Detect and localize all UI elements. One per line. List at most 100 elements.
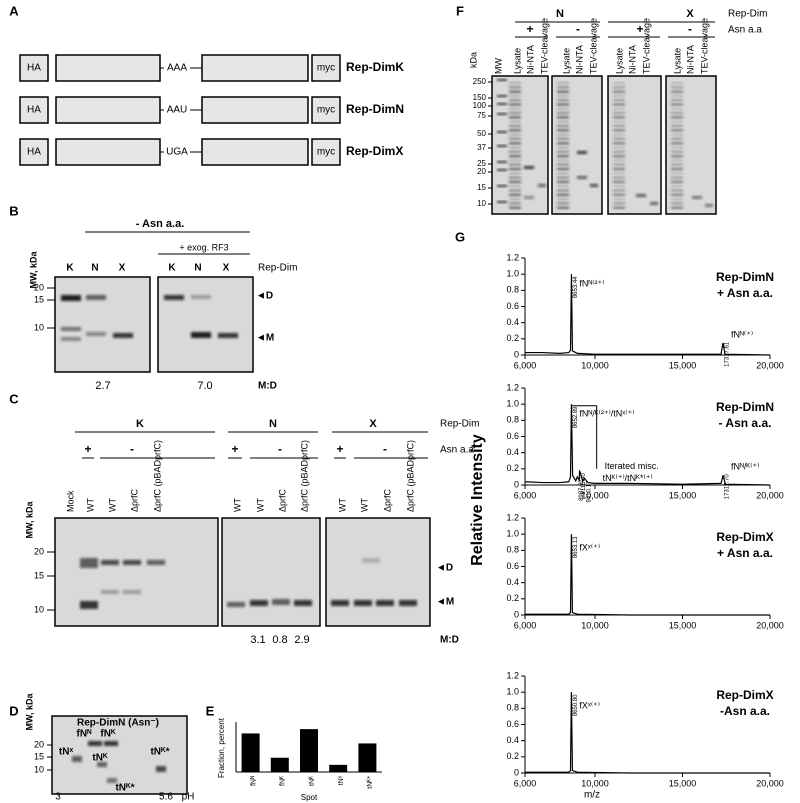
label: - Asn a.a.: [136, 218, 185, 230]
x-tick-label: 6,000: [514, 778, 537, 788]
gel-band: [671, 107, 683, 110]
gel-band: [164, 295, 184, 300]
panel-label: B: [9, 203, 18, 218]
spectrum-title: Rep-DimN: [716, 270, 774, 284]
gel-band: [376, 600, 394, 606]
peak-label: 8650.80: [573, 694, 579, 716]
y-tick-label: 0: [514, 479, 519, 489]
gel-band: [671, 133, 683, 136]
gel-band: [497, 113, 507, 115]
gel-band: [557, 137, 569, 140]
spot-label: fNᴺ: [77, 729, 93, 740]
gel-band: [671, 163, 683, 166]
lane-label: Ni-NTA: [627, 45, 637, 74]
label: 10: [34, 322, 44, 332]
gel-band: [557, 99, 569, 102]
gel-band: [557, 202, 569, 205]
label: Rep-Dim: [728, 9, 767, 20]
gel-band: [557, 180, 569, 183]
gel-band: [613, 112, 625, 115]
label: +: [336, 442, 343, 456]
gel-band: [671, 168, 683, 170]
y-tick-label: 0: [514, 609, 519, 619]
peak-label: 8653.13: [573, 536, 579, 558]
gel-band: [509, 202, 521, 205]
gel-band: [509, 193, 521, 196]
gel-band: [557, 94, 569, 97]
gel-band: [671, 185, 683, 188]
gel-band: [113, 333, 133, 338]
panel-label: E: [206, 703, 215, 718]
gel-band: [613, 202, 625, 205]
gel-band: [671, 94, 683, 97]
gene-box: [55, 138, 161, 166]
gel-band: [509, 120, 521, 123]
label: +: [84, 442, 91, 456]
gel-band: [354, 600, 372, 606]
gel-band: [613, 185, 625, 188]
gel-band: [671, 116, 683, 119]
x-tick-label: 6,000: [514, 490, 537, 500]
gel-band: [557, 150, 569, 153]
gel-band: [497, 161, 507, 163]
gel-band: [613, 129, 625, 132]
x-tick-label: 20,000: [756, 620, 784, 630]
gel-band: [86, 295, 106, 300]
label: 3: [55, 792, 61, 803]
y-tick-label: 1.2: [506, 252, 519, 262]
gel-band: [509, 94, 521, 97]
label: MW, kDa: [24, 501, 34, 539]
label: 10: [477, 199, 486, 208]
x-tick-label: tNˣ: [338, 775, 345, 785]
tag-box: [311, 138, 341, 166]
gel-band: [97, 762, 107, 767]
gel-band: [613, 146, 625, 149]
panel-label: F: [456, 3, 464, 18]
label: kDa: [468, 52, 478, 68]
lane-label: WT: [337, 498, 347, 512]
panel-label: D: [9, 703, 18, 718]
label: pH: [182, 792, 195, 803]
gel-band: [671, 206, 683, 209]
lane-label: N: [194, 263, 201, 274]
label: 15: [34, 294, 44, 304]
lane-label: ΔprfC: [277, 488, 287, 512]
y-tick-label: 1.2: [506, 382, 519, 392]
label: 5.6: [159, 792, 173, 803]
gel-band: [123, 590, 141, 594]
x-tick-label: fNᴺ: [250, 776, 257, 786]
gel-band: [107, 778, 117, 783]
gel-band: [671, 150, 683, 153]
x-tick-label: 10,000: [581, 490, 609, 500]
x-tick-label: 15,000: [669, 360, 697, 370]
y-tick-label: 1.0: [506, 269, 519, 279]
lane-label: X: [119, 263, 126, 274]
peak-annotation: tNᴷ⁽⁺⁾/tNᴷ*⁽⁺⁾: [603, 473, 653, 483]
gel-band: [557, 172, 569, 175]
gel-band: [509, 99, 521, 102]
gel-band: [613, 86, 625, 89]
gel-band: [613, 103, 625, 106]
gel-band: [509, 116, 521, 119]
gel-band: [650, 202, 658, 205]
gel-band: [156, 766, 166, 772]
gel-band: [497, 145, 507, 147]
label: -: [383, 442, 387, 456]
gel-band: [557, 189, 569, 192]
lane-label: ΔprfC: [382, 488, 392, 512]
label: 25: [477, 159, 486, 168]
gel-band: [497, 169, 507, 171]
spectrum-line: [525, 534, 770, 616]
label: 75: [477, 111, 486, 120]
spectrum-line: [525, 274, 771, 356]
spectrum-title: -Asn a.a.: [720, 704, 770, 718]
gel-band: [557, 107, 569, 110]
gel-band: [671, 103, 683, 106]
label: MW, kDa: [24, 693, 34, 731]
bar: [358, 743, 377, 772]
label: 15: [34, 570, 44, 580]
codon: UGA: [166, 147, 188, 158]
gel-band: [294, 600, 312, 606]
label: 10: [34, 604, 44, 614]
construct-name: Rep-DimN: [346, 102, 404, 116]
